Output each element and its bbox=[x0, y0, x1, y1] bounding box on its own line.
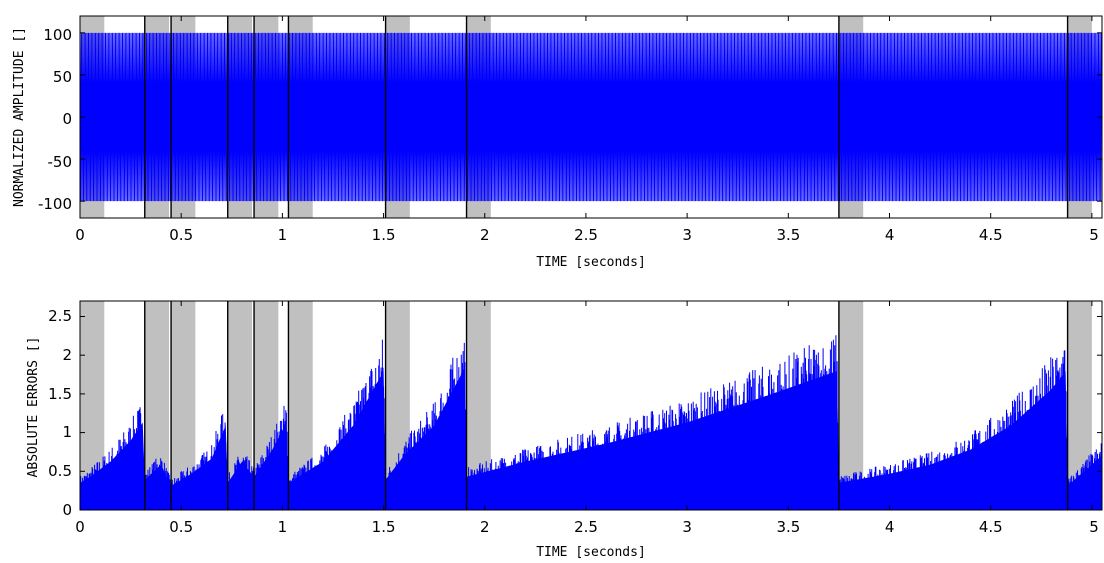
x-tick-label: 5 bbox=[1089, 518, 1099, 536]
errors-plot: 0 0.5 1 1.5 2 2.5 3 3.5 4 4.5 5 0 0.5 1 … bbox=[26, 300, 1103, 560]
x-tick-label: 5 bbox=[1089, 226, 1099, 244]
amplitude-plot: 0 0.5 1 1.5 2 2.5 3 3.5 4 4.5 5 -100 -50… bbox=[12, 15, 1103, 270]
errors-x-axis-label: TIME [seconds] bbox=[536, 545, 646, 560]
amplitude-ticks bbox=[79, 16, 1102, 218]
x-tick-label: 2.5 bbox=[574, 518, 598, 536]
amplitude-signal bbox=[79, 32, 1102, 202]
errors-axes-box bbox=[79, 300, 1103, 511]
amplitude-x-tick-labels: 0 0.5 1 1.5 2 2.5 3 3.5 4 4.5 5 bbox=[75, 226, 1099, 244]
x-tick-label: 4.5 bbox=[979, 226, 1003, 244]
x-tick-label: 3 bbox=[682, 518, 692, 536]
x-tick-label: 0 bbox=[75, 518, 85, 536]
errors-y-axis-label: ABSOLUTE ERRORS [] bbox=[26, 337, 41, 478]
signal-line bbox=[79, 32, 1102, 202]
y-tick-label: 100 bbox=[43, 26, 72, 44]
y-tick-label: 1.5 bbox=[48, 385, 72, 403]
x-tick-label: 2.5 bbox=[574, 226, 598, 244]
x-tick-label: 4 bbox=[885, 518, 895, 536]
x-tick-label: 3.5 bbox=[776, 226, 800, 244]
x-tick-label: 1 bbox=[278, 518, 288, 536]
x-tick-label: 0 bbox=[75, 226, 85, 244]
x-tick-label: 1.5 bbox=[372, 226, 396, 244]
y-tick-label: 2.5 bbox=[48, 307, 72, 325]
amplitude-y-axis-label: NORMALIZED AMPLITUDE [] bbox=[12, 27, 27, 207]
y-tick-label: 0 bbox=[62, 501, 72, 519]
errors-y-tick-labels: 0 0.5 1 1.5 2 2.5 bbox=[48, 307, 72, 519]
amplitude-y-tick-labels: -100 -50 0 50 100 bbox=[38, 26, 72, 213]
x-tick-label: 0.5 bbox=[169, 518, 193, 536]
x-tick-label: 2 bbox=[480, 518, 490, 536]
y-tick-label: 1 bbox=[62, 423, 72, 441]
errors-x-tick-labels: 0 0.5 1 1.5 2 2.5 3 3.5 4 4.5 5 bbox=[75, 518, 1099, 536]
x-tick-label: 2 bbox=[480, 226, 490, 244]
x-tick-label: 1.5 bbox=[372, 518, 396, 536]
x-tick-label: 4.5 bbox=[979, 518, 1003, 536]
errors-event-lines bbox=[144, 301, 1069, 510]
y-tick-label: 0.5 bbox=[48, 462, 72, 480]
amplitude-event-lines bbox=[144, 16, 1069, 218]
amplitude-x-axis-label: TIME [seconds] bbox=[536, 255, 646, 270]
y-tick-label: 2 bbox=[62, 346, 72, 364]
x-tick-label: 1 bbox=[278, 226, 288, 244]
y-tick-label: -50 bbox=[48, 153, 73, 171]
y-tick-label: -100 bbox=[38, 195, 72, 213]
x-tick-label: 0.5 bbox=[169, 226, 193, 244]
highlight-region bbox=[838, 301, 864, 510]
x-tick-label: 3 bbox=[682, 226, 692, 244]
x-tick-label: 3.5 bbox=[776, 518, 800, 536]
errors-ticks bbox=[79, 301, 1102, 511]
x-tick-label: 4 bbox=[885, 226, 895, 244]
y-tick-label: 0 bbox=[62, 110, 72, 128]
y-tick-label: 50 bbox=[53, 68, 72, 86]
